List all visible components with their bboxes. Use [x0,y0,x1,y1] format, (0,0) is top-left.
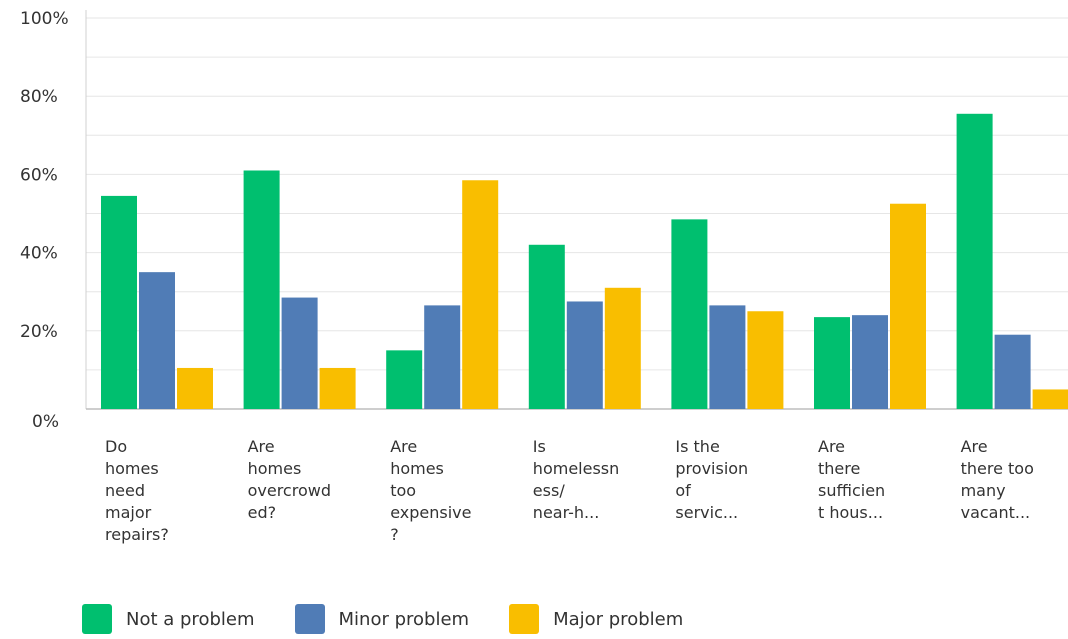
x-category-label: Are homes overcrowd ed? [247,437,331,522]
bar-not-a-problem[interactable] [671,219,708,409]
bar-major-problem[interactable] [462,180,499,409]
legend-item[interactable]: Not a problem [82,604,255,634]
bar-minor-problem[interactable] [994,334,1031,409]
bar-not-a-problem[interactable] [814,317,850,409]
bar-minor-problem[interactable] [852,315,888,409]
bar-minor-problem[interactable] [281,297,318,409]
bar-major-problem[interactable] [1032,389,1068,409]
y-tick-label: 0% [32,412,59,432]
bar-not-a-problem[interactable] [101,195,137,409]
legend-item[interactable]: Minor problem [294,604,470,634]
bar-minor-problem[interactable] [139,272,175,409]
x-category-label: Are there too many vacant... [960,437,1034,522]
legend-label: Not a problem [126,608,255,630]
legend-label: Minor problem [338,608,470,630]
bar-not-a-problem[interactable] [956,113,993,410]
legend-swatch [294,604,325,634]
y-tick-label: 40% [20,244,58,264]
y-tick-label: 100% [20,9,69,29]
bar-major-problem[interactable] [747,311,784,409]
y-tick-label: 60% [20,165,58,185]
x-category-label: Are there sufficien t hous... [818,437,886,522]
y-tick-label: 80% [20,87,58,107]
bar-major-problem[interactable] [177,367,213,409]
bar-not-a-problem[interactable] [243,170,280,409]
legend-label: Major problem [553,608,684,630]
bar-minor-problem[interactable] [424,305,461,409]
bar-major-problem[interactable] [890,203,926,409]
y-tick-label: 20% [20,322,58,342]
legend-item[interactable]: Major problem [509,604,683,634]
bar-major-problem[interactable] [604,287,641,409]
bar-not-a-problem[interactable] [528,244,565,409]
x-category-label: Are homes too expensive ? [390,437,472,544]
bar-minor-problem[interactable] [709,305,746,409]
bar-not-a-problem[interactable] [386,350,423,409]
x-category-label: Do homes need major repairs? [105,437,169,544]
bar-chart: 0% 20% 40% 60% 80% 100% [20,9,1068,432]
legend-swatch [82,604,112,634]
x-category-label: Is the provision of servic... [675,437,749,522]
bar-major-problem[interactable] [319,367,356,409]
bar-minor-problem[interactable] [566,301,603,409]
x-category-label: Is homelessn ess/ near-h... [532,437,620,522]
legend-swatch [509,604,540,634]
legend: Not a problem Minor problem Major problem [82,604,723,634]
